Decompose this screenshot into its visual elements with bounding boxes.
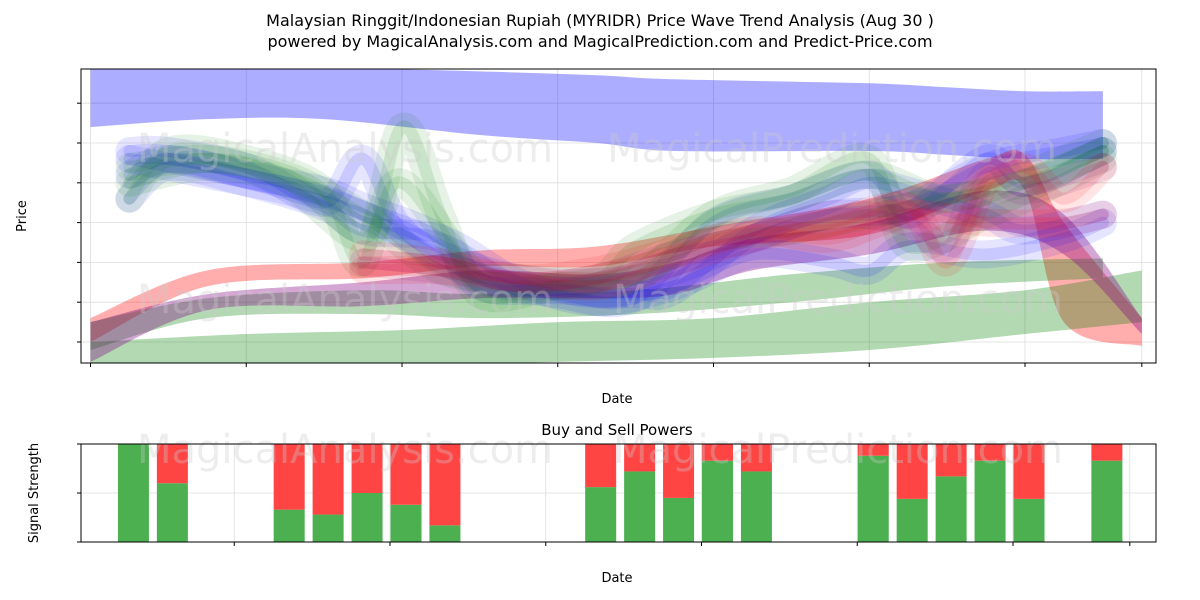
sell-bar [429, 444, 461, 526]
sell-bar [351, 444, 383, 493]
sell-bar [390, 444, 422, 505]
buy-bar [429, 525, 461, 542]
watermark-analysis-top: MagicalAnalysis.com [137, 126, 553, 172]
price-band-blue [90, 69, 1103, 160]
buy-bar [1091, 460, 1123, 542]
buy-bar [156, 483, 188, 542]
price-band-purple [90, 190, 1142, 362]
sell-bar [156, 444, 188, 484]
price-wave-blue [123, 137, 1109, 289]
price-wave-green [123, 137, 1109, 287]
buy-bar [312, 514, 344, 542]
buy-bar [663, 497, 695, 542]
price-wave-halo-red [349, 152, 1117, 301]
chart-subtitle: powered by MagicalAnalysis.com and Magic… [267, 32, 932, 51]
watermark-prediction-mid: MagicalPrediction.com [613, 277, 1063, 323]
sell-bar [974, 444, 1006, 461]
price-bands [90, 69, 1142, 363]
buy-bar [935, 476, 967, 542]
signal-x-axis [233, 542, 1131, 546]
price-wave-halo-blue [115, 129, 1117, 297]
signal-panel: Buy and Sell Powers MagicalAnalysis.com … [27, 421, 1157, 586]
price-wave-halo-purple [349, 152, 1117, 301]
watermark-analysis-bottom: MagicalAnalysis.com [137, 427, 553, 473]
sell-bar [1013, 444, 1045, 499]
buy-bar [1013, 498, 1045, 542]
price-wave-halo-blue [115, 152, 1117, 317]
price-band-green [90, 258, 1103, 350]
buy-bar [273, 509, 305, 542]
buy-bar [702, 460, 733, 542]
sell-bar [273, 444, 305, 510]
price-grid [81, 69, 1156, 363]
price-wave-halo-blue [115, 135, 1117, 318]
price-y-axis [77, 102, 81, 343]
sell-bar [896, 444, 928, 499]
sell-bar [702, 444, 733, 461]
buy-bar [857, 455, 889, 542]
buy-bar [117, 444, 149, 542]
price-waves [115, 112, 1117, 318]
price-wave-red [357, 160, 1109, 293]
buy-bar [390, 504, 422, 542]
buy-bar [624, 471, 656, 542]
price-wave-halo-green [115, 137, 1117, 304]
chart-title: Malaysian Ringgit/Indonesian Rupiah (MYR… [266, 11, 934, 30]
signal-title: Buy and Sell Powers [541, 421, 693, 439]
watermark-prediction-top: MagicalPrediction.com [607, 126, 1057, 172]
price-wave-purple [357, 160, 1109, 293]
price-y-axis-label: Price [15, 200, 30, 232]
price-wave-halo-green [115, 129, 1117, 295]
sell-bar [585, 444, 617, 488]
buy-bar [896, 498, 928, 542]
signal-y-axis-label: Signal Strength [27, 443, 42, 543]
price-wave-halo-red [349, 200, 1117, 293]
price-wave-halo-green [115, 112, 1117, 313]
sell-bar [740, 444, 772, 472]
price-wave-green [123, 120, 1109, 305]
sell-bar [312, 444, 344, 515]
signal-x-axis-label: Date [601, 571, 632, 586]
sell-bar [663, 444, 695, 498]
sell-bar [624, 444, 656, 472]
price-wave-blue [123, 143, 1109, 310]
signal-y-axis [77, 443, 81, 543]
signal-bars [117, 444, 1123, 542]
price-wave-blue [123, 160, 1109, 309]
price-x-axis [90, 363, 1143, 367]
sell-bar [1091, 444, 1123, 461]
price-panel: MagicalAnalysis.com MagicalPrediction.co… [15, 68, 1157, 407]
price-band-green [90, 270, 1142, 363]
buy-bar [974, 460, 1006, 542]
buy-bar [351, 493, 383, 542]
price-wave-blue [123, 152, 1109, 303]
price-plot-frame [80, 68, 1157, 364]
sell-bar [935, 444, 967, 477]
price-wave-red [357, 208, 1109, 285]
price-x-axis-label: Date [601, 392, 632, 407]
price-wave-green [123, 145, 1109, 296]
buy-bar [585, 487, 617, 542]
watermark-analysis-mid: MagicalAnalysis.com [137, 277, 553, 323]
price-wave-halo-blue [115, 144, 1117, 311]
price-band-red [90, 149, 1142, 346]
sell-bar [857, 444, 889, 456]
buy-bar [740, 471, 772, 542]
watermark-prediction-bottom: MagicalPrediction.com [613, 427, 1063, 473]
